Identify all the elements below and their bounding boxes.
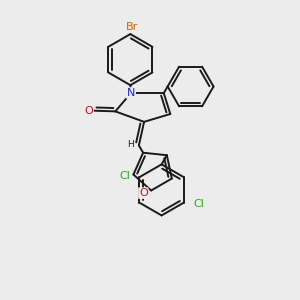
Text: O: O <box>84 106 93 116</box>
Text: Cl: Cl <box>193 199 204 209</box>
Text: O: O <box>139 188 148 198</box>
Text: Br: Br <box>125 22 138 32</box>
Text: N: N <box>127 88 135 98</box>
Text: H: H <box>127 140 134 148</box>
Text: Cl: Cl <box>119 171 130 181</box>
